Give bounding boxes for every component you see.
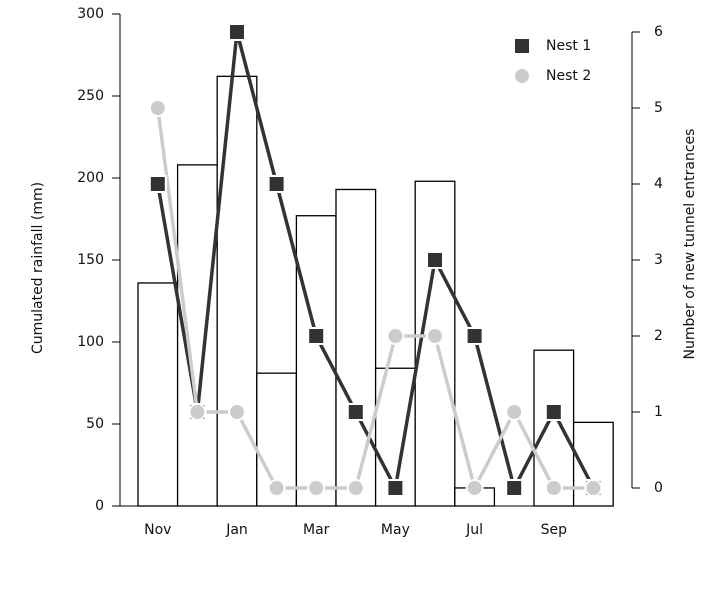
legend-marker: [513, 67, 531, 85]
y-axis-label: Cumulated rainfall (mm): [30, 182, 46, 354]
series-marker: [386, 479, 405, 497]
series-marker: [267, 479, 286, 497]
series-marker: [148, 99, 167, 117]
series-marker: [307, 327, 326, 345]
y-tick-label: 0: [95, 498, 104, 514]
series-marker: [465, 327, 484, 345]
y-tick-label: 100: [77, 334, 104, 350]
bar: [335, 188, 377, 507]
series-line: [156, 31, 595, 494]
series-marker: [228, 403, 246, 421]
y2-tick-label: 1: [654, 404, 663, 420]
y-tick-label: 250: [77, 88, 104, 104]
y-tick-label: 200: [77, 170, 104, 186]
x-tick-label: May: [381, 522, 410, 538]
legend-label: Nest 2: [546, 68, 591, 84]
series-marker: [267, 175, 286, 193]
series-marker: [148, 175, 167, 193]
series-marker: [307, 479, 326, 497]
series-marker: [505, 403, 524, 421]
series-marker: [505, 479, 524, 497]
series-marker: [346, 403, 365, 421]
series-marker: [426, 327, 444, 345]
x-tick-label: Sep: [541, 522, 568, 538]
y2-tick-label: 0: [654, 480, 663, 496]
y-tick-label: 150: [77, 252, 104, 268]
legend-label: Nest 1: [546, 38, 591, 54]
y2-tick-label: 3: [654, 252, 663, 268]
series-marker: [346, 479, 365, 497]
x-tick-label: Nov: [144, 522, 171, 538]
series-marker: [188, 403, 207, 421]
series-marker: [544, 403, 563, 421]
series-marker: [228, 23, 246, 41]
series-marker: [584, 479, 603, 497]
y-tick-label: 300: [77, 6, 104, 22]
bar: [137, 282, 179, 507]
y2-tick-label: 4: [654, 176, 663, 192]
y2-tick-label: 2: [654, 328, 663, 344]
x-tick-label: Jan: [225, 522, 248, 538]
x-tick-label: Mar: [303, 522, 330, 538]
y2-axis-label: Number of new tunnel entrances: [682, 129, 698, 360]
series-marker: [544, 479, 563, 497]
series-marker: [426, 251, 444, 269]
series-marker: [465, 479, 484, 497]
y2-tick-label: 5: [654, 100, 663, 116]
legend-marker: [513, 37, 531, 55]
x-tick-label: Jul: [465, 522, 483, 538]
series-marker: [386, 327, 405, 345]
y2-tick-label: 6: [654, 24, 663, 40]
y-tick-label: 50: [86, 416, 104, 432]
